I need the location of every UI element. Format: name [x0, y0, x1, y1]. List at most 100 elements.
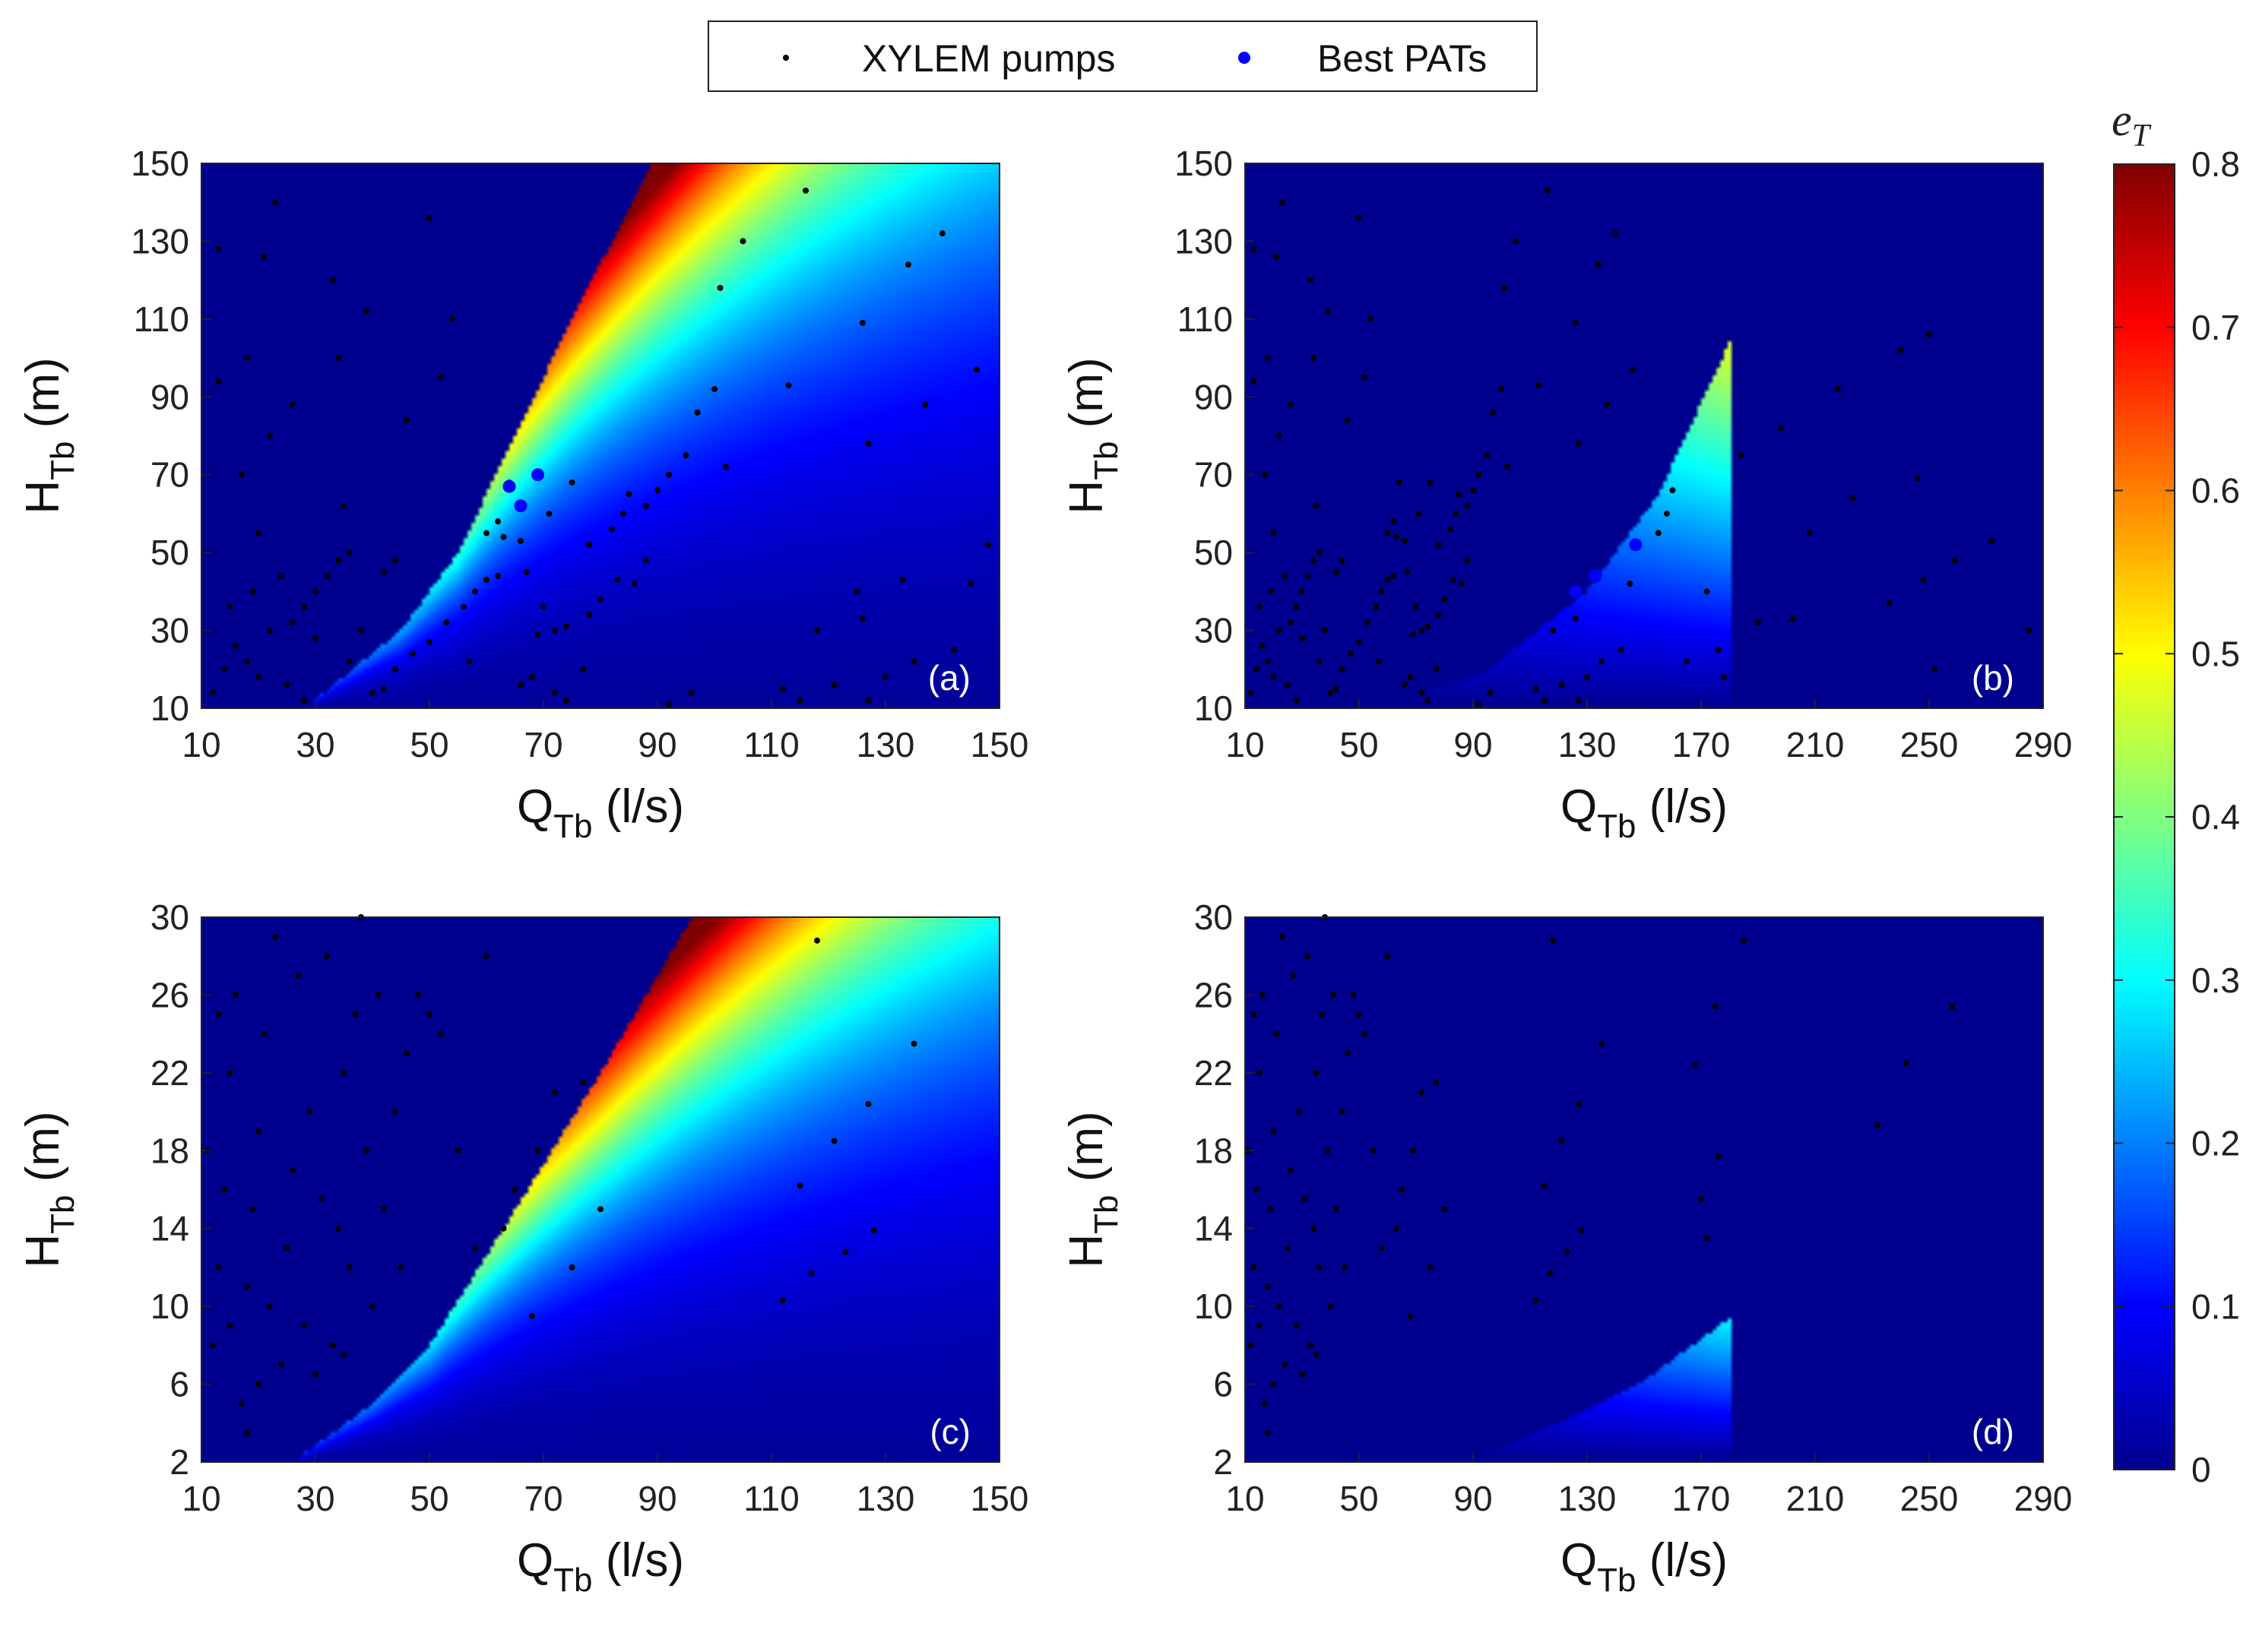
x-tick-label: 10	[182, 1479, 220, 1518]
x-tick-label: 50	[410, 725, 448, 764]
panel-label: (d)	[1972, 1412, 2014, 1451]
x-tick-label: 90	[1453, 725, 1492, 764]
pump-point	[780, 685, 786, 692]
pump-point	[227, 1069, 233, 1076]
pump-point	[683, 452, 689, 459]
pump-point	[215, 1011, 222, 1018]
pump-point	[1373, 603, 1380, 610]
pump-point	[1755, 619, 1761, 626]
pump-point	[842, 1248, 849, 1255]
pump-point	[1558, 1138, 1565, 1144]
pump-point	[495, 518, 501, 525]
pump-point	[329, 277, 336, 283]
colorbar-tick-label: 0	[2191, 1450, 2211, 1489]
pump-point	[1364, 619, 1371, 626]
pump-point	[1327, 689, 1334, 696]
pump-point	[552, 627, 558, 634]
pump-point	[1564, 1248, 1570, 1255]
y-tick-label: 18	[150, 1131, 189, 1170]
pump-point	[1789, 616, 1795, 622]
pump-point	[1370, 1147, 1377, 1154]
pump-point	[312, 588, 318, 595]
pump-point	[711, 386, 718, 393]
pump-point	[666, 471, 672, 478]
y-tick-label: 14	[1194, 1209, 1233, 1248]
pump-point	[1595, 261, 1602, 268]
y-tick-label: 22	[1194, 1053, 1233, 1093]
pump-point	[341, 1352, 347, 1359]
best-pat-point	[1629, 538, 1643, 552]
pump-point	[221, 666, 227, 673]
pump-point	[1270, 1128, 1277, 1135]
pump-point	[523, 568, 530, 575]
pump-point	[1247, 689, 1254, 696]
panel-label: (a)	[928, 658, 971, 698]
pump-point	[865, 1100, 872, 1107]
pump-point	[1399, 1186, 1405, 1193]
pump-point	[1449, 576, 1456, 583]
pump-point	[1313, 1352, 1320, 1359]
pump-point	[899, 576, 906, 583]
pump-point	[1664, 510, 1670, 517]
y-tick-label: 90	[150, 377, 189, 416]
pump-point	[529, 674, 535, 681]
pump-point	[1703, 1235, 1710, 1242]
pump-point	[1575, 1100, 1582, 1107]
pump-point	[1293, 1322, 1300, 1329]
y-tick-label: 2	[1213, 1442, 1233, 1482]
pump-point	[1886, 600, 1893, 606]
pump-point	[404, 1050, 410, 1057]
pump-point	[512, 1186, 518, 1193]
pump-point	[1270, 530, 1277, 536]
pump-point	[1282, 1361, 1288, 1368]
colorbar-tick-label: 0.2	[2191, 1124, 2240, 1163]
pump-point	[352, 1011, 359, 1018]
x-tick-label: 290	[2014, 725, 2073, 764]
pump-point	[1290, 972, 1297, 979]
pump-point	[1410, 631, 1417, 638]
pump-point	[233, 992, 239, 998]
colorbar-scale	[2113, 163, 2175, 1470]
pump-point	[1698, 1196, 1704, 1203]
pump-point	[546, 510, 553, 517]
colorbar: eT 0 0.1 0.2 0.3 0.4 0.5 0.6 0.7 0.8	[2112, 95, 2240, 1489]
pump-point	[1250, 245, 1257, 252]
y-tick-label: 70	[1194, 455, 1233, 495]
pump-point	[654, 487, 661, 494]
pump-point	[381, 568, 387, 575]
x-tick-label: 110	[743, 1479, 799, 1518]
pump-point	[392, 666, 398, 673]
pump-point	[483, 953, 490, 960]
pump-point	[1741, 937, 1747, 944]
pump-point	[1849, 495, 1855, 502]
pump-point	[1669, 487, 1676, 494]
pump-point	[1288, 1166, 1294, 1173]
pump-point	[1418, 627, 1425, 634]
pump-point	[1390, 572, 1396, 579]
pump-point	[1379, 1245, 1385, 1252]
y-tick-label: 50	[1194, 533, 1233, 572]
pump-point	[1316, 549, 1323, 556]
pump-point	[1313, 502, 1320, 509]
pump-point	[227, 1322, 233, 1329]
pump-point	[1345, 1050, 1351, 1057]
heatmap-surface	[201, 917, 1000, 1462]
pump-point	[1988, 537, 1995, 544]
y-tick-label: 10	[1194, 688, 1233, 728]
pump-point	[1738, 452, 1744, 459]
pump-point	[1498, 386, 1505, 393]
pump-point	[534, 631, 541, 638]
pump-point	[1339, 1109, 1345, 1116]
pump-point	[1273, 1030, 1280, 1037]
pump-point	[1573, 616, 1579, 622]
plot-frame	[201, 916, 1000, 1463]
pump-point	[1278, 199, 1285, 206]
colorbar-tick-label: 0.5	[2191, 634, 2240, 673]
x-axis-label: QTb (l/s)	[517, 780, 684, 845]
pump-point	[306, 1109, 313, 1116]
x-tick-label: 10	[1225, 725, 1264, 764]
pump-point	[1288, 619, 1294, 626]
pump-point	[449, 315, 455, 322]
x-tick-label: 90	[1453, 1479, 1492, 1518]
pump-point	[1253, 666, 1259, 673]
